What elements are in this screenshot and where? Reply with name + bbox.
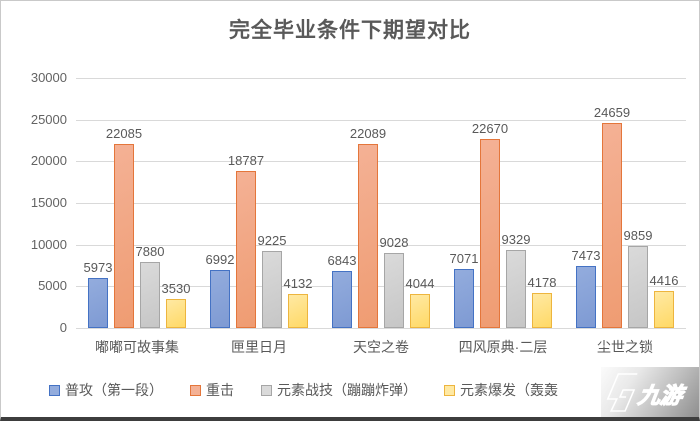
bar-value-label: 24659 (593, 105, 631, 120)
gridline (76, 203, 686, 204)
bar-series-4 (288, 294, 308, 328)
legend-marker-icon (444, 384, 455, 396)
bar-value-label: 18787 (227, 153, 265, 168)
bar-value-label: 7071 (449, 251, 479, 266)
bar-group: 6992 18787 9225 4132 (198, 78, 320, 328)
bar-series-4 (410, 294, 430, 328)
gridline (76, 119, 686, 121)
bar-value-label: 7473 (571, 248, 601, 263)
bar-series-2 (114, 144, 134, 328)
plot-area: 5973 22085 7880 3530 6992 18787 9225 4132 6843 22… (76, 78, 686, 329)
bar-value-label: 6843 (327, 253, 357, 268)
x-category-label: 尘世之锁 (597, 339, 653, 355)
bar-group: 7071 22670 9329 4178 (442, 78, 564, 328)
bar-series-2 (358, 144, 378, 328)
bar-series-4 (166, 299, 186, 328)
g-glyph (606, 373, 638, 412)
bar-value-label: 9225 (257, 233, 287, 248)
bar-series-1 (332, 271, 352, 328)
bar-value-label: 3530 (161, 281, 191, 296)
bar-series-1 (576, 266, 596, 328)
bar-series-3 (506, 250, 526, 328)
legend-label: 元素战技（蹦蹦炸弹） (277, 382, 417, 398)
y-axis-tick-label: 0 (59, 320, 67, 335)
nine-game-logo-icon: 九游 (606, 373, 688, 412)
bar-series-3 (262, 251, 282, 328)
watermark-text: 九游 (636, 383, 688, 408)
gridline (76, 328, 686, 329)
legend-label: 元素爆发（轰轰 (460, 382, 558, 398)
bar-series-3 (384, 253, 404, 328)
legend-item-2: 重击 (190, 380, 234, 400)
bar-series-2 (602, 123, 622, 328)
x-category-label: 嘟嘟可故事集 (95, 339, 179, 355)
bar-series-2 (236, 171, 256, 328)
bar-group: 7473 24659 9859 4416 (564, 78, 686, 328)
bar-series-3 (628, 246, 648, 328)
bar-series-2 (480, 139, 500, 328)
bar-value-label: 5973 (83, 260, 113, 275)
gridline (76, 161, 686, 163)
legend-item-1: 普攻（第一段） (49, 380, 163, 400)
legend: 普攻（第一段） 重击 元素战技（蹦蹦炸弹） 元素爆发（轰轰 (49, 380, 558, 400)
watermark: 九游 (601, 367, 699, 417)
bar-value-label: 9329 (501, 232, 531, 247)
bar-group: 6843 22089 9028 4044 (320, 78, 442, 328)
bar-series-1 (454, 269, 474, 328)
x-category-label: 匣里日月 (231, 339, 287, 355)
x-category-label: 四风原典·二层 (458, 339, 548, 355)
legend-item-3: 元素战技（蹦蹦炸弹） (261, 380, 417, 400)
gridline (76, 78, 686, 79)
y-axis-tick-label: 25000 (30, 111, 67, 127)
bar-series-1 (210, 270, 230, 328)
bar-value-label: 22085 (105, 126, 143, 141)
bar-value-label: 4178 (527, 275, 557, 290)
y-axis-tick-label: 20000 (30, 153, 67, 169)
legend-marker-icon (261, 384, 272, 396)
bar-series-3 (140, 262, 160, 328)
bar-value-label: 9859 (623, 228, 653, 243)
legend-marker-icon (190, 384, 201, 396)
y-axis-tick-label: 10000 (30, 236, 67, 252)
bar-value-label: 6992 (205, 252, 235, 267)
legend-marker-icon (49, 384, 60, 396)
bar-series-4 (532, 293, 552, 328)
bar-value-label: 22670 (471, 121, 509, 136)
legend-label: 普攻（第一段） (65, 382, 163, 398)
y-axis-tick-label: 30000 (30, 70, 67, 85)
y-axis-tick-label: 5000 (38, 278, 67, 294)
bar-value-label: 9028 (379, 235, 409, 250)
x-category-label: 天空之卷 (353, 339, 409, 355)
bar-series-1 (88, 278, 108, 328)
bar-value-label: 7880 (135, 244, 165, 259)
y-axis-tick-label: 15000 (30, 195, 67, 210)
bar-value-label: 4132 (283, 276, 313, 291)
gridline (76, 286, 686, 288)
bar-group: 5973 22085 7880 3530 (76, 78, 198, 328)
bar-value-label: 4044 (405, 276, 435, 291)
bar-value-label: 22089 (349, 126, 387, 141)
gridline (76, 244, 686, 246)
chart-title: 完全毕业条件下期望对比 (229, 19, 471, 42)
legend-item-4: 元素爆发（轰轰 (444, 380, 558, 400)
bar-series-4 (654, 291, 674, 328)
legend-label: 重击 (206, 382, 234, 398)
bar-value-label: 4416 (649, 273, 679, 288)
